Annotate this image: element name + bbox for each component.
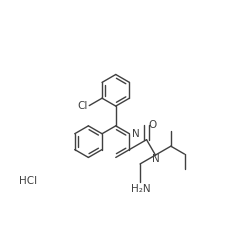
Text: Cl: Cl — [78, 101, 88, 111]
Text: O: O — [149, 120, 157, 130]
Text: N: N — [152, 154, 159, 164]
Text: N: N — [132, 129, 140, 139]
Text: HCl: HCl — [19, 176, 37, 186]
Text: H₂N: H₂N — [131, 184, 151, 194]
